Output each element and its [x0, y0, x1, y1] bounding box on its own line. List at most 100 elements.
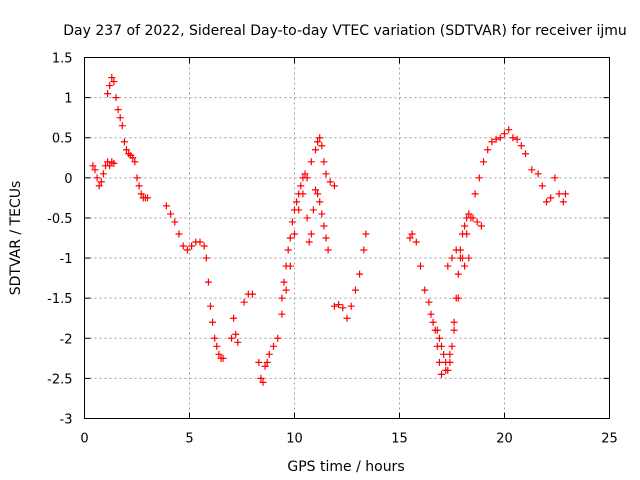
data-point	[259, 378, 267, 386]
data-point	[293, 198, 301, 206]
data-point	[452, 294, 460, 302]
data-point	[123, 146, 130, 154]
data-point	[215, 350, 223, 358]
data-point	[213, 342, 221, 350]
data-point	[406, 234, 414, 242]
data-point	[120, 138, 128, 146]
data-point	[91, 166, 99, 174]
data-point	[232, 330, 240, 338]
data-point	[461, 222, 469, 230]
data-point	[188, 242, 196, 250]
data-point	[95, 182, 103, 190]
data-point	[89, 162, 97, 170]
data-point	[446, 350, 454, 358]
data-point	[471, 190, 479, 198]
data-point	[106, 82, 114, 90]
data-point	[522, 150, 529, 158]
data-point	[561, 190, 569, 198]
data-point	[351, 286, 359, 294]
data-point	[209, 318, 217, 326]
data-point	[501, 130, 508, 138]
data-point	[108, 74, 116, 82]
data-point	[446, 358, 454, 366]
data-point	[473, 218, 481, 226]
data-point	[465, 254, 473, 262]
y-tick-label: -2.5	[47, 372, 72, 387]
y-tick-label: 1.5	[52, 52, 73, 67]
data-point	[99, 170, 107, 178]
data-point	[207, 302, 214, 310]
data-point	[555, 190, 563, 198]
data-point	[307, 230, 315, 238]
data-point	[118, 122, 126, 130]
data-point	[362, 230, 370, 238]
x-tick-label: 10	[286, 432, 303, 447]
data-point	[452, 246, 460, 254]
data-point	[312, 146, 319, 154]
data-point	[347, 302, 355, 310]
data-point	[129, 154, 137, 162]
data-point	[299, 174, 307, 182]
data-point	[291, 206, 298, 214]
data-point	[461, 262, 469, 270]
data-point	[322, 170, 330, 178]
data-points	[89, 74, 569, 386]
data-point	[204, 278, 212, 286]
data-point	[274, 334, 282, 342]
data-point	[456, 254, 464, 262]
data-point	[110, 78, 118, 86]
data-point	[551, 174, 559, 182]
data-point	[330, 182, 338, 190]
data-point	[179, 242, 187, 250]
x-tick-label: 20	[496, 432, 513, 447]
data-point	[433, 326, 441, 334]
x-tick-label: 25	[601, 432, 618, 447]
chart-title: Day 237 of 2022, Sidereal Day-to-day VTE…	[63, 23, 627, 39]
data-point	[450, 326, 458, 334]
y-tick-label: -1.5	[47, 292, 72, 307]
data-point	[448, 342, 456, 350]
data-point	[454, 270, 462, 278]
data-point	[228, 334, 235, 342]
data-point	[234, 338, 242, 346]
data-point	[133, 174, 141, 182]
data-point	[211, 334, 219, 342]
data-point	[278, 310, 286, 318]
data-point	[114, 106, 122, 114]
data-point	[517, 142, 525, 150]
data-point	[135, 182, 143, 190]
data-point	[291, 230, 298, 238]
data-point	[528, 166, 536, 174]
data-point	[322, 234, 330, 242]
data-point	[278, 294, 286, 302]
y-tick-label: -0.5	[47, 212, 72, 227]
data-point	[318, 142, 326, 150]
data-point	[356, 270, 364, 278]
data-point	[240, 298, 248, 306]
data-point	[249, 290, 256, 298]
data-point	[303, 214, 311, 222]
data-point	[288, 218, 296, 226]
data-point	[167, 210, 175, 218]
data-point	[301, 170, 309, 178]
data-point	[463, 214, 471, 222]
data-point	[477, 222, 485, 230]
data-point	[324, 246, 332, 254]
data-point	[427, 310, 435, 318]
x-axis-label: GPS time / hours	[287, 459, 404, 475]
data-point	[435, 358, 443, 366]
data-point	[469, 214, 477, 222]
data-point	[488, 138, 496, 146]
data-point	[459, 230, 466, 238]
y-tick-label: 0	[64, 172, 72, 187]
data-point	[110, 159, 118, 167]
data-point	[316, 134, 324, 142]
data-point	[538, 182, 546, 190]
data-point	[282, 286, 290, 294]
data-point	[230, 314, 238, 322]
data-point	[183, 246, 191, 254]
data-point	[270, 342, 277, 350]
y-tick-label: -2	[60, 332, 73, 347]
data-point	[265, 350, 273, 358]
